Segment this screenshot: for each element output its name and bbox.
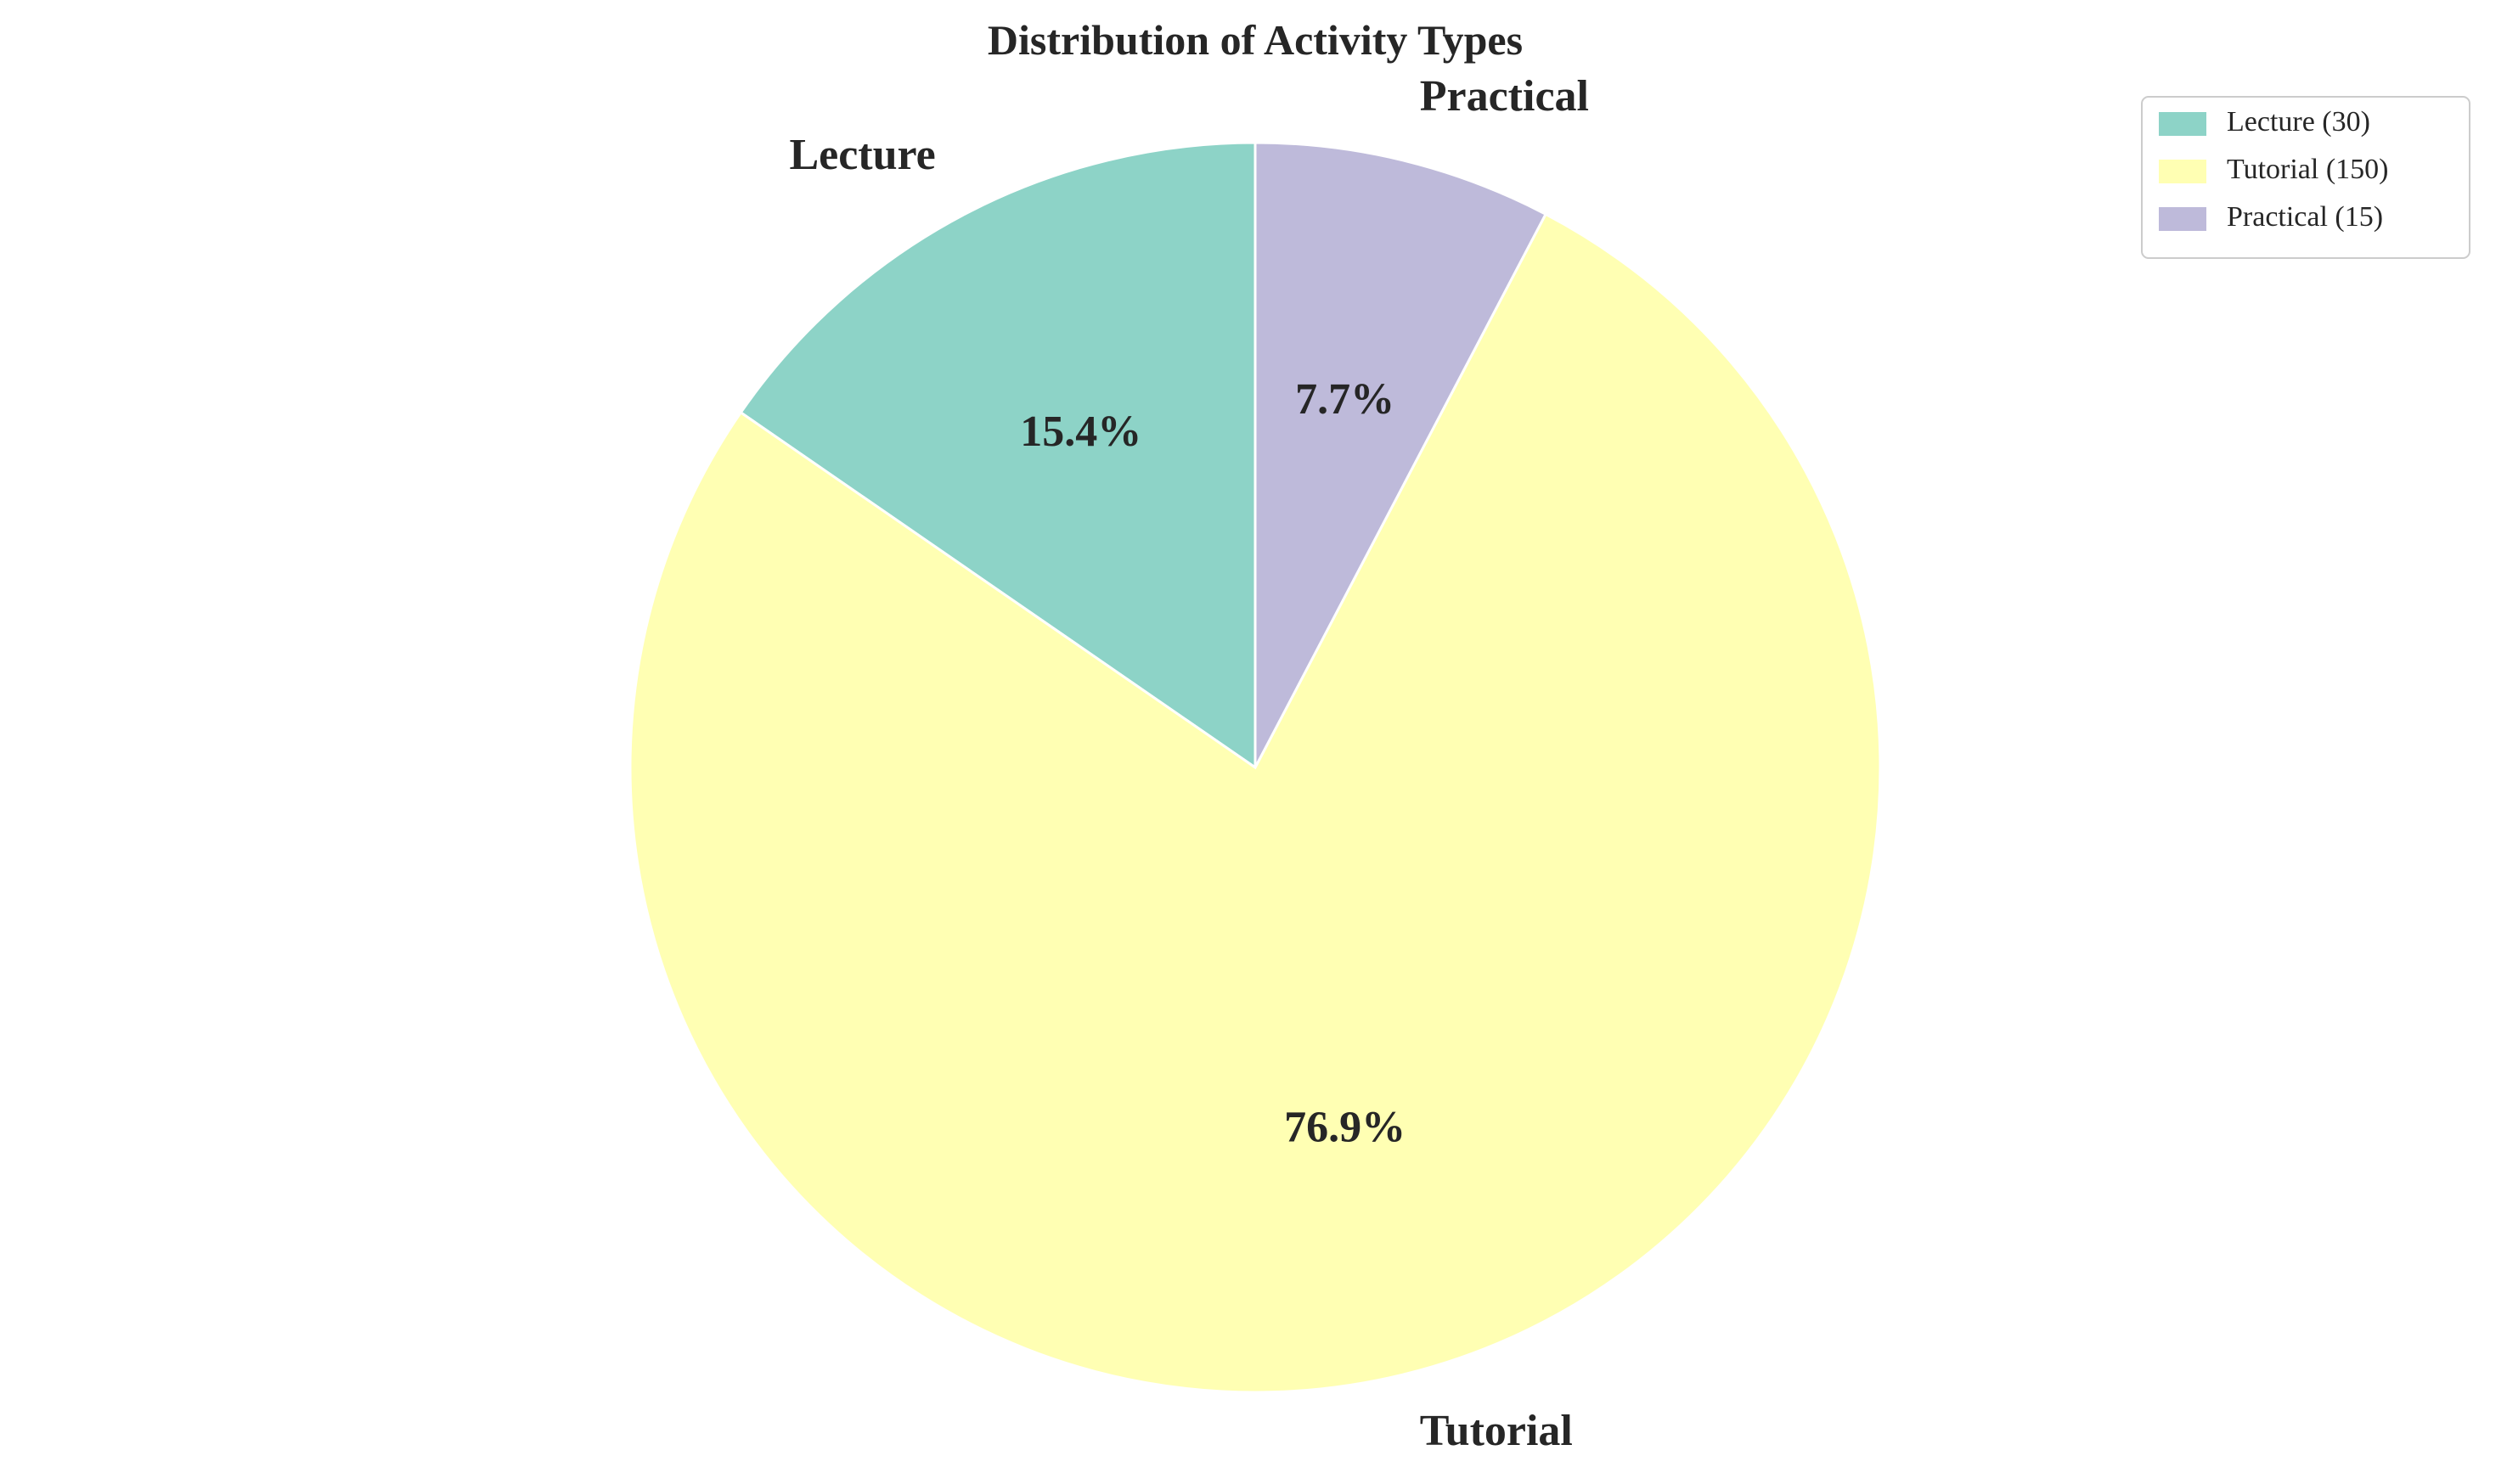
pie-slice-tutorial [628, 212, 1882, 1394]
slice-label-lecture: Lecture [789, 131, 935, 179]
legend-swatch-practical [2159, 207, 2206, 231]
percent-labels: 15.4% 76.9% 7.7% [1020, 375, 1406, 1152]
slice-percent-tutorial: 76.9% [1284, 1104, 1406, 1152]
chart-title: Distribution of Activity Types [988, 16, 1523, 64]
slice-label-tutorial: Tutorial [1420, 1407, 1573, 1455]
legend-label-lecture: Lecture (30) [2227, 106, 2370, 138]
legend-swatch-lecture [2159, 112, 2206, 136]
slice-percent-lecture: 15.4% [1020, 408, 1141, 456]
legend: Lecture (30) Tutorial (150) Practical (15) [2141, 96, 2470, 259]
pie-wedges [628, 141, 1882, 1394]
legend-label-practical: Practical (15) [2227, 201, 2383, 233]
legend-frame [2141, 96, 2470, 259]
category-labels: Lecture Tutorial Practical [789, 72, 1589, 1455]
pie-slice-lecture [739, 141, 1257, 770]
slice-percent-practical: 7.7% [1295, 375, 1394, 424]
legend-swatch-tutorial [2159, 160, 2206, 183]
pie-slice-practical [1254, 141, 1548, 768]
slice-label-practical: Practical [1420, 72, 1589, 121]
legend-label-tutorial: Tutorial (150) [2227, 154, 2388, 185]
